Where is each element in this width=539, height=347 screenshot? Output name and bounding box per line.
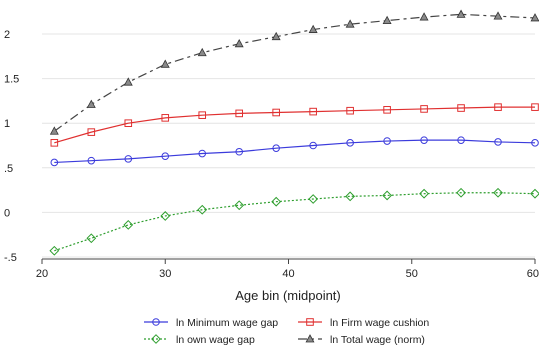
legend-item: ln Firm wage cushion [298, 317, 429, 329]
data-point [197, 204, 208, 215]
data-point [419, 188, 429, 199]
data-point [494, 103, 502, 111]
data-point [50, 139, 59, 147]
data-point [87, 128, 96, 136]
data-point [456, 187, 466, 198]
data-point [419, 12, 429, 21]
data-point [234, 38, 244, 48]
data-point [234, 200, 245, 211]
x-tick-label: 30 [159, 268, 171, 280]
data-point [124, 119, 133, 128]
data-point [494, 138, 502, 146]
data-point [346, 106, 354, 115]
x-tick-labels: 20 30 40 50 60 [36, 259, 539, 280]
data-point [383, 137, 391, 145]
data-point [530, 13, 539, 22]
y-tick-label: .5 [4, 163, 13, 175]
legend: ln Minimum wage gap ln Firm wage cushion l… [144, 317, 429, 346]
data-point [272, 144, 280, 152]
data-point [197, 47, 207, 57]
data-point [198, 111, 207, 119]
data-point [345, 191, 356, 202]
data-point [50, 158, 59, 167]
data-point [235, 147, 243, 156]
data-point [86, 99, 96, 108]
data-point [531, 139, 539, 147]
x-tick-label: 40 [282, 268, 294, 280]
data-point [235, 109, 243, 118]
legend-item: ln own wage gap [144, 334, 255, 346]
series-circle [50, 136, 539, 167]
legend-label: ln Total wage (norm) [330, 334, 425, 346]
y-tick-label: 1 [4, 118, 10, 130]
legend-label: ln Minimum wage gap [176, 317, 278, 329]
x-tick-label: 50 [406, 268, 418, 280]
legend-marker [305, 334, 315, 343]
data-point [271, 196, 282, 207]
data-point [345, 19, 355, 28]
data-point [382, 190, 393, 201]
y-tick-label: -.5 [4, 252, 17, 264]
data-point [457, 104, 465, 112]
data-point [309, 141, 317, 150]
data-point [49, 126, 59, 135]
data-point [531, 103, 539, 111]
data-point [420, 136, 428, 144]
x-tick-label: 60 [527, 268, 539, 280]
series-line [54, 192, 536, 252]
data-point [160, 211, 171, 221]
series-lines [49, 9, 539, 256]
legend-label: ln Firm wage cushion [330, 317, 429, 329]
data-point [271, 31, 281, 41]
data-point [124, 155, 133, 163]
data-point [420, 105, 428, 113]
y-tick-labels: -.5 0 .5 1 1.5 2 [4, 29, 19, 264]
data-point [123, 77, 133, 86]
x-tick-label: 20 [36, 268, 48, 280]
data-point [86, 233, 97, 244]
x-axis-title: Age bin (midpoint) [235, 288, 341, 303]
data-point [309, 107, 317, 116]
series-triangle [49, 9, 539, 135]
series-line [54, 139, 536, 164]
data-point [272, 108, 280, 117]
data-point [530, 188, 539, 199]
series-square [50, 103, 539, 147]
legend-item: ln Total wage (norm) [298, 334, 425, 346]
data-point [456, 9, 466, 18]
y-tick-label: 2 [4, 29, 10, 41]
legend-marker [152, 318, 160, 326]
data-point [87, 156, 96, 165]
data-point [382, 15, 392, 25]
data-point [160, 59, 170, 68]
data-point [123, 219, 134, 230]
data-point [493, 11, 503, 20]
legend-item: ln Minimum wage gap [144, 317, 278, 329]
series-line [54, 106, 535, 144]
data-point [161, 114, 170, 122]
data-point [49, 245, 60, 256]
data-point [457, 136, 465, 144]
series-diamond [49, 187, 539, 256]
series-line [53, 13, 536, 132]
data-point [198, 149, 207, 158]
legend-marker [151, 334, 161, 344]
data-point [493, 187, 503, 198]
data-point [308, 194, 319, 204]
data-point [161, 152, 170, 161]
data-point [383, 106, 391, 114]
gridlines [42, 33, 535, 258]
data-point [308, 24, 318, 33]
y-tick-label: 0 [4, 207, 10, 219]
legend-marker [306, 318, 314, 326]
y-tick-label: 1.5 [4, 74, 19, 86]
data-point [346, 139, 354, 147]
legend-label: ln own wage gap [176, 334, 255, 346]
